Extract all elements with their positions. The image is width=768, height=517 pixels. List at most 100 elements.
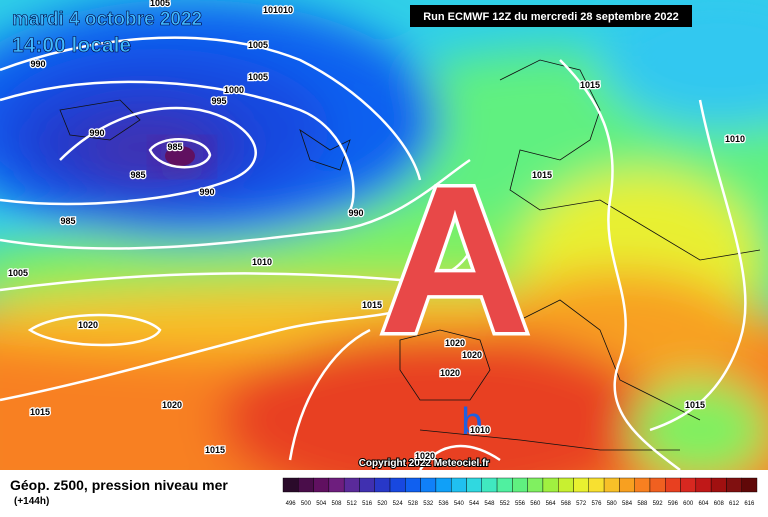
date: mardi 4 octobre 2022 <box>12 9 202 30</box>
scale-label: 580 <box>607 501 618 507</box>
isobar-label: 995 <box>211 96 226 106</box>
isobar-label: 985 <box>60 216 75 226</box>
scale-swatch <box>282 477 299 493</box>
isobar-label: 1020 <box>462 350 482 360</box>
isobar-label: 1010 <box>725 134 745 144</box>
coastlines <box>59 59 761 451</box>
isobar-label: 1015 <box>30 407 50 417</box>
scale-swatch <box>710 477 727 493</box>
scale-label: 588 <box>637 501 648 507</box>
scale-swatch <box>374 477 391 493</box>
lead-time: (+144h) <box>14 496 49 507</box>
scale-label: 592 <box>653 501 664 507</box>
scale-label: 532 <box>423 501 434 507</box>
isobar-label: 1020 <box>445 338 465 348</box>
scale-label: 612 <box>729 501 740 507</box>
isobar-label: 1005 <box>8 268 28 278</box>
footer-title: Géop. z500, pression niveau mer <box>10 477 228 493</box>
run-box <box>410 5 692 27</box>
scale-label: 604 <box>698 501 709 507</box>
scale-swatch <box>603 477 620 493</box>
scale-label: 584 <box>622 501 633 507</box>
scale-label: 600 <box>683 501 694 507</box>
scale-swatch <box>649 477 666 493</box>
scale-label: 520 <box>377 501 388 507</box>
isobar-label: 1020 <box>78 320 98 330</box>
scale-label: 616 <box>744 501 755 507</box>
scale-swatch <box>665 477 681 493</box>
time: 14:00 locale <box>12 34 131 57</box>
isobar-label: 101010 <box>263 5 293 15</box>
scale-swatch <box>619 477 635 493</box>
scale-swatch <box>634 477 651 493</box>
scale-label: 496 <box>286 501 297 507</box>
scale-label: 512 <box>347 501 358 507</box>
isobar-label: 1020 <box>162 400 182 410</box>
scale-label: 528 <box>408 501 419 507</box>
copyright: Copyright 2022 Meteociel.fr <box>359 458 490 469</box>
scale-swatch <box>695 477 712 493</box>
scale-label: 560 <box>530 501 541 507</box>
isobar-label: 985 <box>130 170 145 180</box>
scale-swatch <box>527 477 544 493</box>
isobar-label: 990 <box>30 59 45 69</box>
scale-label: 572 <box>576 501 587 507</box>
isobars <box>0 36 747 470</box>
scale-label: 568 <box>561 501 572 507</box>
isobar-label: 1020 <box>415 451 435 461</box>
isobar-label: 1010 <box>252 257 272 267</box>
isobar-label: 1015 <box>205 445 225 455</box>
scale-swatch <box>435 477 452 493</box>
scale-swatch <box>359 477 375 493</box>
isobar-label: 1015 <box>685 400 705 410</box>
scale-label: 564 <box>546 501 557 507</box>
scale-swatch <box>573 477 590 493</box>
isobar-label: 1020 <box>440 368 460 378</box>
isobar-label: 1015 <box>580 80 600 90</box>
scale-label: 556 <box>515 501 526 507</box>
scale-swatch <box>741 477 758 493</box>
scale-swatch <box>542 477 559 493</box>
isobar-label: 990 <box>89 128 104 138</box>
scale-label: 552 <box>500 501 511 507</box>
high-pressure: A <box>379 142 531 377</box>
scale-label: 540 <box>454 501 465 507</box>
scale-swatch <box>481 477 498 493</box>
isobar-label: 1015 <box>532 170 552 180</box>
isobar-label: 990 <box>199 187 214 197</box>
scale-swatch <box>313 477 330 493</box>
isobar-label: 1015 <box>362 300 382 310</box>
scale-swatch <box>466 477 482 493</box>
scale-label: 508 <box>332 501 343 507</box>
scale-label: 500 <box>301 501 312 507</box>
scale-swatch <box>680 477 697 493</box>
scale-label: 548 <box>484 501 495 507</box>
isobar-label: 990 <box>348 208 363 218</box>
scale-label: 516 <box>362 501 373 507</box>
low-pressure: b <box>461 401 482 443</box>
scale-label: 504 <box>316 501 327 507</box>
scale-label: 524 <box>393 501 404 507</box>
scale-swatch <box>389 477 406 493</box>
isobar-label: 1005 <box>150 0 170 8</box>
scale-label: 576 <box>591 501 602 507</box>
scale-swatch <box>588 477 605 493</box>
scale-swatch <box>420 477 437 493</box>
scale-label: 596 <box>668 501 679 507</box>
isobar-label: 1005 <box>248 72 268 82</box>
scale-swatch <box>405 477 421 493</box>
color-scale: 496 500 504 508 512 516 520 524 528 532 536 540 544 5… <box>282 477 758 507</box>
isobar-label: 1010 <box>470 425 490 435</box>
scale-label: 544 <box>469 501 480 507</box>
run-info: Run ECMWF 12Z du mercredi 28 septembre 2… <box>423 11 679 23</box>
scale-swatch <box>450 477 467 493</box>
scale-swatch <box>558 477 574 493</box>
scale-swatch <box>343 477 360 493</box>
scale-swatch <box>328 477 345 493</box>
scale-label: 608 <box>714 501 725 507</box>
scale-swatch <box>298 477 314 493</box>
isobar-label: 1000 <box>224 85 244 95</box>
